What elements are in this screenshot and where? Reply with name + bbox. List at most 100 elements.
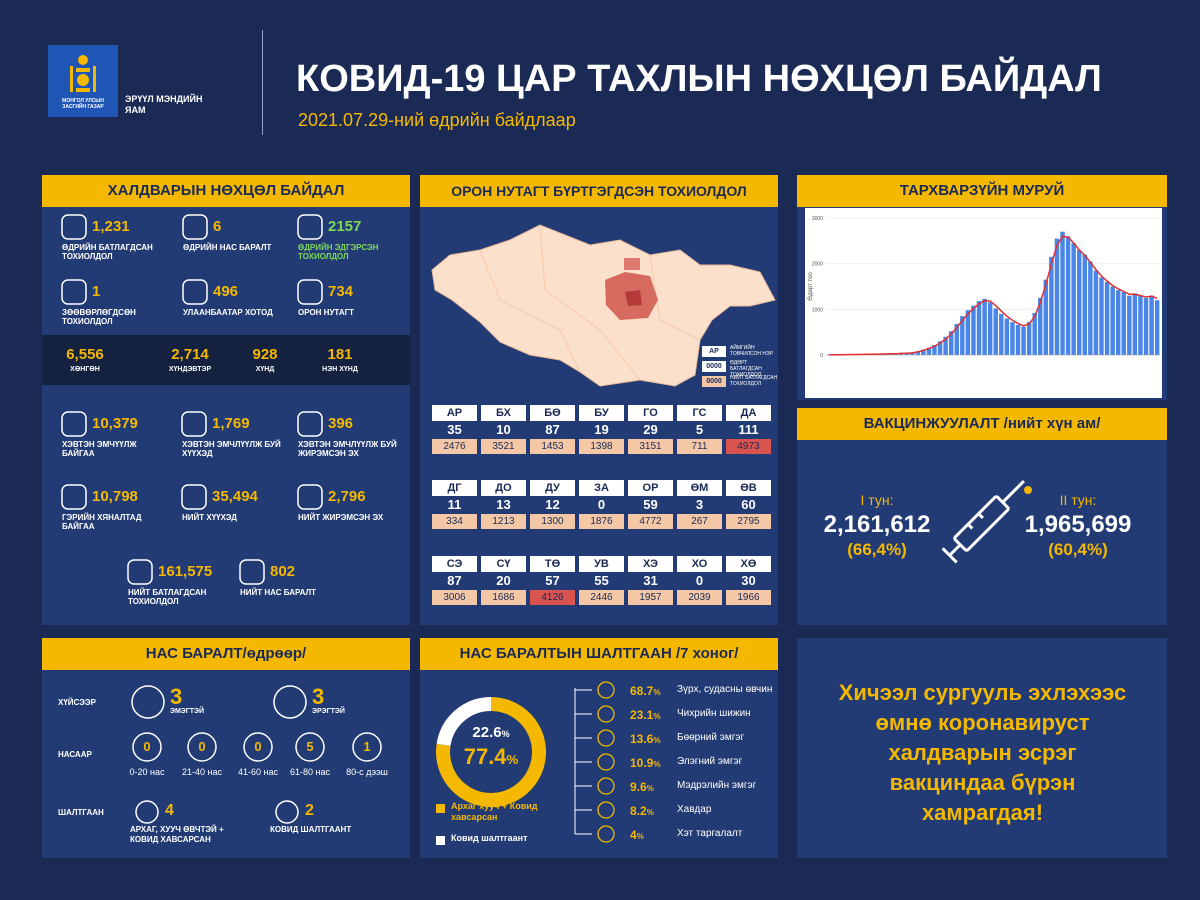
province-daily: 13 xyxy=(496,497,511,512)
dose-count: 2,161,612 xyxy=(823,511,931,538)
row-label: НАСААР xyxy=(58,750,92,759)
bar xyxy=(1026,322,1032,355)
province-total: 2476 xyxy=(432,439,477,454)
province-daily: 30 xyxy=(741,573,756,588)
bar xyxy=(1015,324,1021,355)
bar xyxy=(937,341,943,355)
severity-label: ХҮНД xyxy=(255,366,275,373)
cause-label: АРХАГ, ХУУЧ ӨВЧТЭЙ + КОВИД ХАВСАРСАН xyxy=(130,825,224,844)
age-label: 21-40 нас xyxy=(182,767,222,777)
province-code: ДГ xyxy=(432,480,477,496)
stat-value: 1 xyxy=(92,283,101,300)
icon xyxy=(61,411,87,437)
syringe xyxy=(941,480,1025,564)
province-code: ТӨ xyxy=(530,556,575,572)
person-icon xyxy=(131,685,165,719)
icon xyxy=(182,279,208,305)
row-label: ШАЛТГААН xyxy=(58,808,104,817)
province-daily: 0 xyxy=(695,573,704,588)
y-tick-label: 0 xyxy=(820,353,823,359)
condition-unit: % xyxy=(636,832,644,841)
bar xyxy=(971,305,976,355)
bar xyxy=(943,336,948,355)
cause-icon xyxy=(135,800,159,824)
province-code: ХЭ xyxy=(628,556,673,572)
province-code: ХО xyxy=(677,556,722,572)
province-code: ӨМ xyxy=(677,480,722,496)
sex-value: 3 xyxy=(170,684,183,709)
severity-label: ХҮНДЭВТЭР xyxy=(168,366,212,373)
bar xyxy=(1071,243,1076,355)
bar xyxy=(1127,295,1132,355)
bar xyxy=(1060,231,1065,355)
stat-value: 1,231 xyxy=(92,218,130,235)
province-code: ДУ xyxy=(530,480,575,496)
person-icon xyxy=(273,685,307,719)
subtitle: 2021.07.29-ний өдрийн байдлаар xyxy=(298,110,576,130)
stat-value: 10,379 xyxy=(92,415,138,432)
stat-label: УЛААНБААТАР ХОТОД xyxy=(183,308,273,317)
panel xyxy=(42,638,410,858)
bar xyxy=(948,331,954,355)
age-label: 80-с дээш xyxy=(346,767,388,777)
province-daily: 3 xyxy=(695,497,704,512)
bar xyxy=(921,349,926,355)
age-value: 1 xyxy=(363,739,371,754)
severity-band xyxy=(42,335,410,385)
province-total: 2446 xyxy=(579,590,624,605)
bar xyxy=(965,310,971,355)
condition-value: 9.6% xyxy=(630,778,654,796)
divider xyxy=(262,30,263,135)
province-code: УВ xyxy=(579,556,624,572)
cause-icon xyxy=(275,800,299,824)
province-code: СЭ xyxy=(432,556,477,572)
bar xyxy=(1010,322,1015,355)
bar xyxy=(1032,312,1037,355)
bar xyxy=(926,347,932,355)
bar xyxy=(1115,290,1121,355)
stat-label: ӨДРИЙН ЭДГЭРСЭН ТОХИОЛДОЛ xyxy=(298,243,379,261)
condition-unit: % xyxy=(653,712,661,721)
bar xyxy=(932,344,937,355)
bar xyxy=(987,302,993,355)
province-total: 1876 xyxy=(579,514,624,529)
dose-label: I тун: xyxy=(860,492,894,508)
condition-label: Чихрийн шижин xyxy=(677,708,751,719)
severity-label: НЭН ХҮНД xyxy=(322,366,358,373)
organ-icon xyxy=(597,753,615,771)
legend-label: Архаг хууч + Ковид хавсарсан xyxy=(451,801,538,822)
legend-key: 0000 xyxy=(702,376,726,387)
legend-key: 0000 xyxy=(702,361,726,372)
province-daily: 87 xyxy=(545,422,560,437)
icon xyxy=(297,279,323,305)
bar xyxy=(1049,256,1054,355)
age-circle xyxy=(295,732,325,762)
panel-title: ОРОН НУТАГТ БҮРТГЭГДСЭН ТОХИОЛДОЛ xyxy=(420,175,778,207)
province-total: 1213 xyxy=(481,514,526,529)
province-total: 1300 xyxy=(530,514,575,529)
icon xyxy=(239,559,265,585)
map xyxy=(431,224,776,387)
map-border xyxy=(539,224,641,381)
bar xyxy=(1132,293,1138,355)
province-code: БУ xyxy=(579,405,624,421)
icon xyxy=(182,214,208,240)
dose-percent: (60,4%) xyxy=(1048,540,1108,559)
bar xyxy=(954,323,959,355)
age-value: 0 xyxy=(198,739,206,754)
stat-value: 1,769 xyxy=(212,415,250,432)
severity-value: 928 xyxy=(252,346,278,363)
condition-label: Мэдрэлийн эмгэг xyxy=(677,780,757,791)
province-daily: 19 xyxy=(594,422,609,437)
map-border xyxy=(479,249,581,373)
sex-label: ЭРЭГТЭЙ xyxy=(312,708,345,715)
bar xyxy=(1138,295,1143,355)
province-daily: 55 xyxy=(594,573,609,588)
province-total: 2039 xyxy=(677,590,722,605)
age-label: 61-80 нас xyxy=(290,767,330,777)
age-label: 41-60 нас xyxy=(238,767,278,777)
condition-number: 10.9 xyxy=(630,756,654,770)
cause-value: 4 xyxy=(165,802,174,819)
bar xyxy=(910,352,915,355)
age-circle xyxy=(132,732,162,762)
